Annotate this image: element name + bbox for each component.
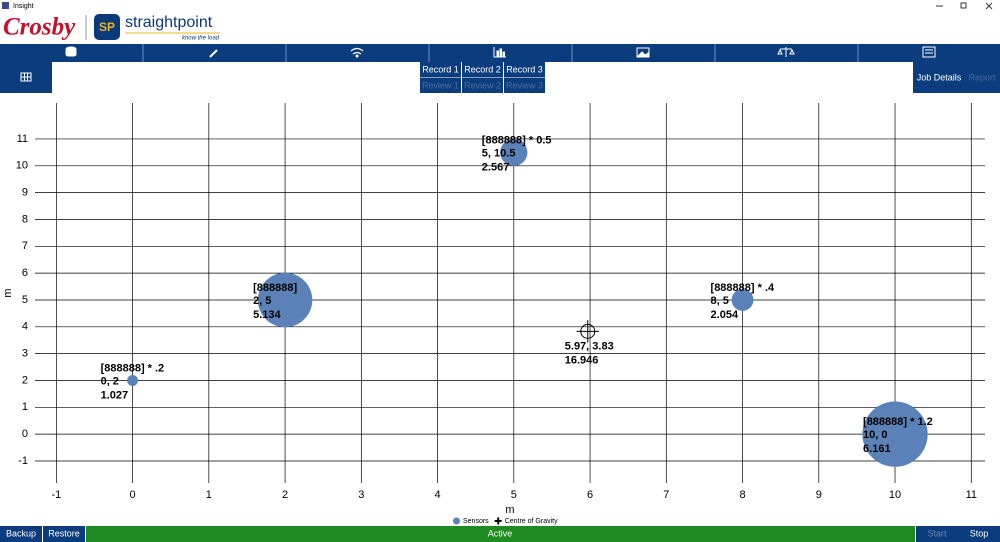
sensor-name: [888888] — [253, 282, 297, 294]
app-icon — [2, 2, 9, 9]
legend-label: Centre of Gravity — [505, 518, 558, 525]
sensor-bubble — [127, 375, 139, 386]
sensor-name: [888888] * 1.2 — [863, 416, 933, 428]
start-label: Start — [927, 528, 947, 538]
y-tick-label: 8 — [22, 213, 28, 225]
y-tick-label: 7 — [22, 240, 28, 252]
y-tick-label: 10 — [16, 160, 28, 172]
x-tick-label: 3 — [358, 489, 364, 501]
x-tick-label: 9 — [816, 489, 822, 501]
x-tick-label: 8 — [739, 489, 745, 501]
y-tick-label: 4 — [22, 321, 28, 333]
review-label: Review 3 — [506, 80, 543, 90]
review-label: Review 1 — [422, 80, 459, 90]
sensor-name: [888888] * 0.5 — [482, 134, 552, 146]
x-tick-label: -1 — [51, 489, 61, 501]
product-logo: straightpoint — [125, 14, 213, 31]
y-tick-label: 1 — [22, 401, 28, 413]
review-label: Review 2 — [464, 80, 501, 90]
y-tick-label: 5 — [22, 294, 28, 306]
sensor-bubble — [500, 138, 528, 166]
x-tick-label: 4 — [435, 489, 441, 501]
stop-button[interactable] — [958, 526, 1000, 542]
sensor-load: 5.134 — [253, 309, 281, 321]
job-details-label: Job Details — [917, 72, 962, 82]
report-label: Report — [968, 72, 996, 82]
sensor-bubble — [862, 401, 928, 467]
sensor-bubble — [257, 272, 313, 328]
x-tick-label: 10 — [889, 489, 901, 501]
brand-logo: Crosby — [3, 14, 76, 41]
record-button[interactable] — [504, 62, 545, 78]
start-button[interactable] — [916, 526, 958, 542]
x-tick-label: 6 — [587, 489, 593, 501]
sensor-bubble — [731, 289, 754, 311]
centre-of-gravity — [576, 320, 599, 343]
restore-button[interactable] — [43, 526, 85, 542]
x-tick-label: 5 — [511, 489, 517, 501]
job-details-button[interactable] — [913, 62, 965, 93]
y-tick-label: 11 — [17, 133, 28, 145]
y-tick-label: 3 — [22, 348, 28, 360]
nav-icons[interactable] — [65, 46, 936, 58]
sensor-coords: 2, 5 — [253, 295, 271, 307]
cog-coords: 5.97, 3.83 — [565, 340, 614, 352]
tagline: know the load — [182, 36, 220, 42]
record-label: Record 2 — [464, 64, 501, 74]
legend-marker — [494, 517, 502, 525]
y-tick-label: -1 — [18, 455, 28, 467]
review-button[interactable] — [462, 78, 503, 93]
legend-marker — [453, 517, 460, 525]
status-bar — [86, 526, 915, 542]
record-button[interactable] — [462, 62, 503, 78]
sensor-load: 2.054 — [711, 309, 739, 321]
sensor-coords: 8, 5 — [711, 295, 729, 307]
sensor-load: 6.161 — [863, 443, 891, 455]
x-tick-label: 1 — [206, 489, 212, 501]
sensor-name: [888888] * .4 — [711, 282, 775, 294]
window-controls[interactable] — [936, 2, 993, 10]
x-tick-label: 11 — [966, 489, 977, 501]
sp-badge — [94, 14, 120, 40]
status-label: Active — [488, 528, 513, 538]
stop-label: Stop — [970, 528, 989, 538]
x-tick-label: 0 — [130, 489, 136, 501]
record-button[interactable] — [420, 62, 461, 78]
x-tick-label: 2 — [282, 489, 288, 501]
record-label: Record 1 — [422, 64, 459, 74]
sensor-load: 1.027 — [101, 389, 129, 401]
x-axis-label: m — [505, 504, 514, 516]
legend-label: Sensors — [463, 518, 489, 525]
record-label: Record 3 — [506, 64, 543, 74]
sensor-name: [888888] * .2 — [101, 362, 165, 374]
sensor-coords: 10, 0 — [863, 429, 887, 441]
review-button[interactable] — [420, 78, 461, 93]
y-axis-label: m — [2, 288, 14, 297]
backup-label: Backup — [6, 528, 36, 538]
sensor-coords: 0, 2 — [101, 375, 119, 387]
backup-button[interactable] — [0, 526, 42, 542]
window-title: Insight — [13, 3, 34, 10]
sensor-coords: 5, 10.5 — [482, 147, 516, 159]
nav-dividers — [142, 44, 859, 62]
report-button[interactable] — [965, 62, 1000, 93]
y-tick-label: 2 — [22, 374, 28, 386]
review-button[interactable] — [504, 78, 545, 93]
x-tick-label: 7 — [663, 489, 669, 501]
y-tick-label: 0 — [22, 428, 28, 440]
cog-weight: 16.946 — [565, 354, 599, 366]
restore-label: Restore — [48, 528, 80, 538]
y-tick-label: 9 — [22, 187, 28, 199]
table-icon — [20, 72, 32, 82]
sensor-load: 2.567 — [482, 161, 510, 173]
y-tick-label: 6 — [22, 267, 28, 279]
sp-badge-text: SP — [99, 20, 115, 34]
